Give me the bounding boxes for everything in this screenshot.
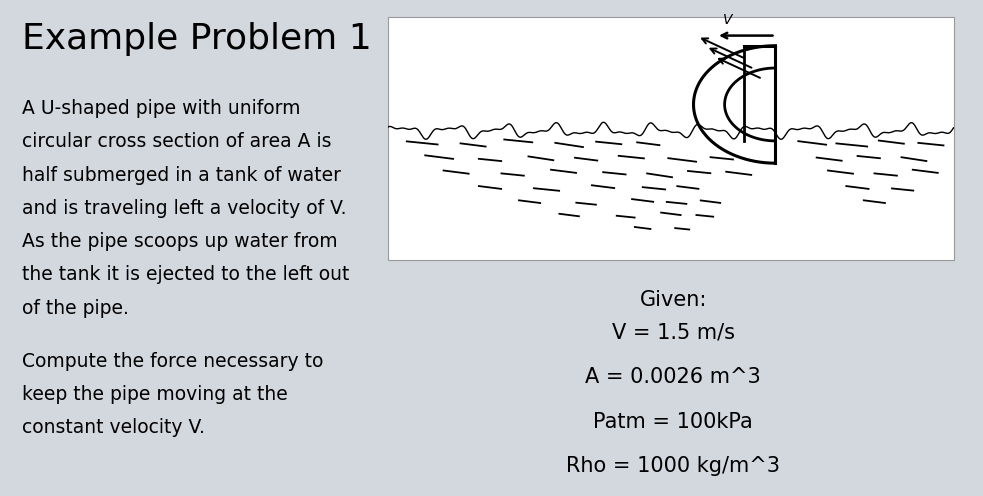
Text: A = 0.0026 m^3: A = 0.0026 m^3	[586, 367, 761, 387]
Text: Given:: Given:	[640, 290, 707, 310]
Text: V: V	[723, 13, 732, 27]
Text: A U-shaped pipe with uniform: A U-shaped pipe with uniform	[22, 99, 300, 118]
Text: half submerged in a tank of water: half submerged in a tank of water	[22, 166, 341, 185]
Text: Compute the force necessary to: Compute the force necessary to	[22, 352, 323, 371]
Text: V = 1.5 m/s: V = 1.5 m/s	[611, 322, 735, 342]
Text: and is traveling left a velocity of V.: and is traveling left a velocity of V.	[22, 199, 346, 218]
Text: circular cross section of area A is: circular cross section of area A is	[22, 132, 331, 151]
Text: of the pipe.: of the pipe.	[22, 299, 129, 317]
Text: keep the pipe moving at the: keep the pipe moving at the	[22, 385, 287, 404]
Text: Rho = 1000 kg/m^3: Rho = 1000 kg/m^3	[566, 456, 781, 476]
Text: the tank it is ejected to the left out: the tank it is ejected to the left out	[22, 265, 349, 284]
Text: As the pipe scoops up water from: As the pipe scoops up water from	[22, 232, 337, 251]
Text: Example Problem 1: Example Problem 1	[22, 22, 372, 57]
Text: constant velocity V.: constant velocity V.	[22, 418, 204, 437]
Text: Patm = 100kPa: Patm = 100kPa	[594, 412, 753, 432]
Bar	[388, 17, 954, 260]
